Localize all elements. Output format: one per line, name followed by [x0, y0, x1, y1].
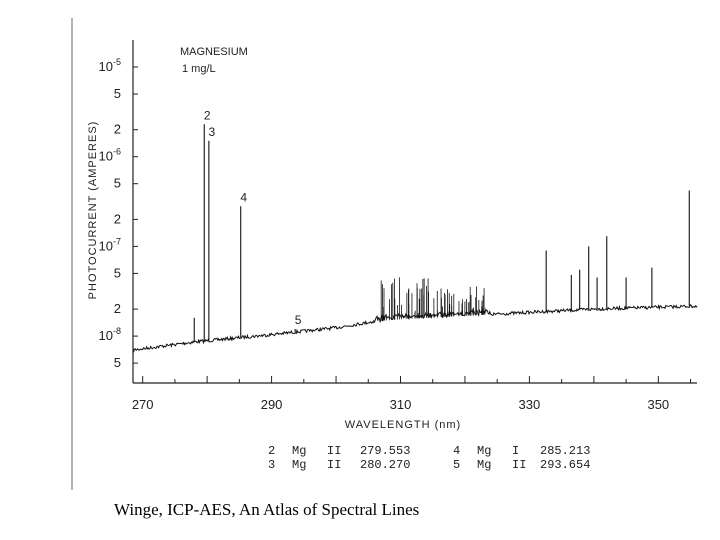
y-tick-label: 5 — [114, 176, 121, 191]
ticks: 10-5 5 2 10-6 5 2 10-7 5 2 10-8 5 270 290 310 330 350 — [99, 57, 692, 412]
line-table: 2 Mg II 279.553 3 Mg II 280.270 4 Mg I 2… — [268, 444, 590, 472]
y-tick-label: 5 — [114, 86, 121, 101]
peak-label: 4 — [240, 190, 247, 204]
line-table-num: 5 — [453, 458, 460, 472]
line-table-num: 3 — [268, 458, 275, 472]
line-table-element: Mg — [477, 444, 491, 458]
y-tick-label: 10-8 — [99, 326, 121, 343]
x-tick-label: 350 — [647, 397, 669, 412]
peak-label: 3 — [209, 125, 216, 139]
y-tick-label: 2 — [114, 211, 121, 226]
y-tick-label: 10-7 — [99, 236, 121, 253]
y-tick-label: 10-5 — [99, 57, 121, 74]
line-table-ion: II — [327, 458, 341, 472]
line-table-element: Mg — [292, 444, 306, 458]
x-tick-label: 310 — [390, 397, 412, 412]
y-tick-label: 2 — [114, 122, 121, 137]
line-table-wavelength: 293.654 — [540, 458, 590, 472]
line-table-element: Mg — [292, 458, 306, 472]
x-tick-label: 270 — [132, 397, 154, 412]
spectrum-series — [132, 277, 698, 353]
annotation-element: MAGNESIUM — [180, 46, 248, 58]
y-tick-label: 5 — [114, 355, 121, 370]
y-tick-label: 10-6 — [99, 147, 121, 164]
line-table-wavelength: 279.553 — [360, 444, 410, 458]
y-tick-label: 2 — [114, 301, 121, 316]
axes — [132, 40, 697, 384]
line-table-element: Mg — [477, 458, 491, 472]
line-table-ion: II — [512, 458, 526, 472]
y-axis-label: PHOTOCURRENT (AMPERES) — [87, 121, 99, 300]
caption: Winge, ICP-AES, An Atlas of Spectral Lin… — [114, 500, 420, 519]
line-table-ion: I — [512, 444, 519, 458]
peak-label: 2 — [204, 108, 211, 122]
line-table-wavelength: 285.213 — [540, 444, 590, 458]
line-table-num: 2 — [268, 444, 275, 458]
line-table-wavelength: 280.270 — [360, 458, 410, 472]
peak-label: 5 — [295, 313, 302, 327]
x-tick-label: 290 — [261, 397, 283, 412]
line-table-num: 4 — [453, 444, 460, 458]
line-table-ion: II — [327, 444, 341, 458]
x-tick-label: 330 — [519, 397, 541, 412]
y-tick-label: 5 — [114, 265, 121, 280]
x-axis-label: WAVELENGTH (nm) — [345, 419, 461, 431]
annotation-concentration: 1 mg/L — [182, 63, 216, 75]
peak-lines: 2 3 4 5 — [193, 108, 690, 342]
